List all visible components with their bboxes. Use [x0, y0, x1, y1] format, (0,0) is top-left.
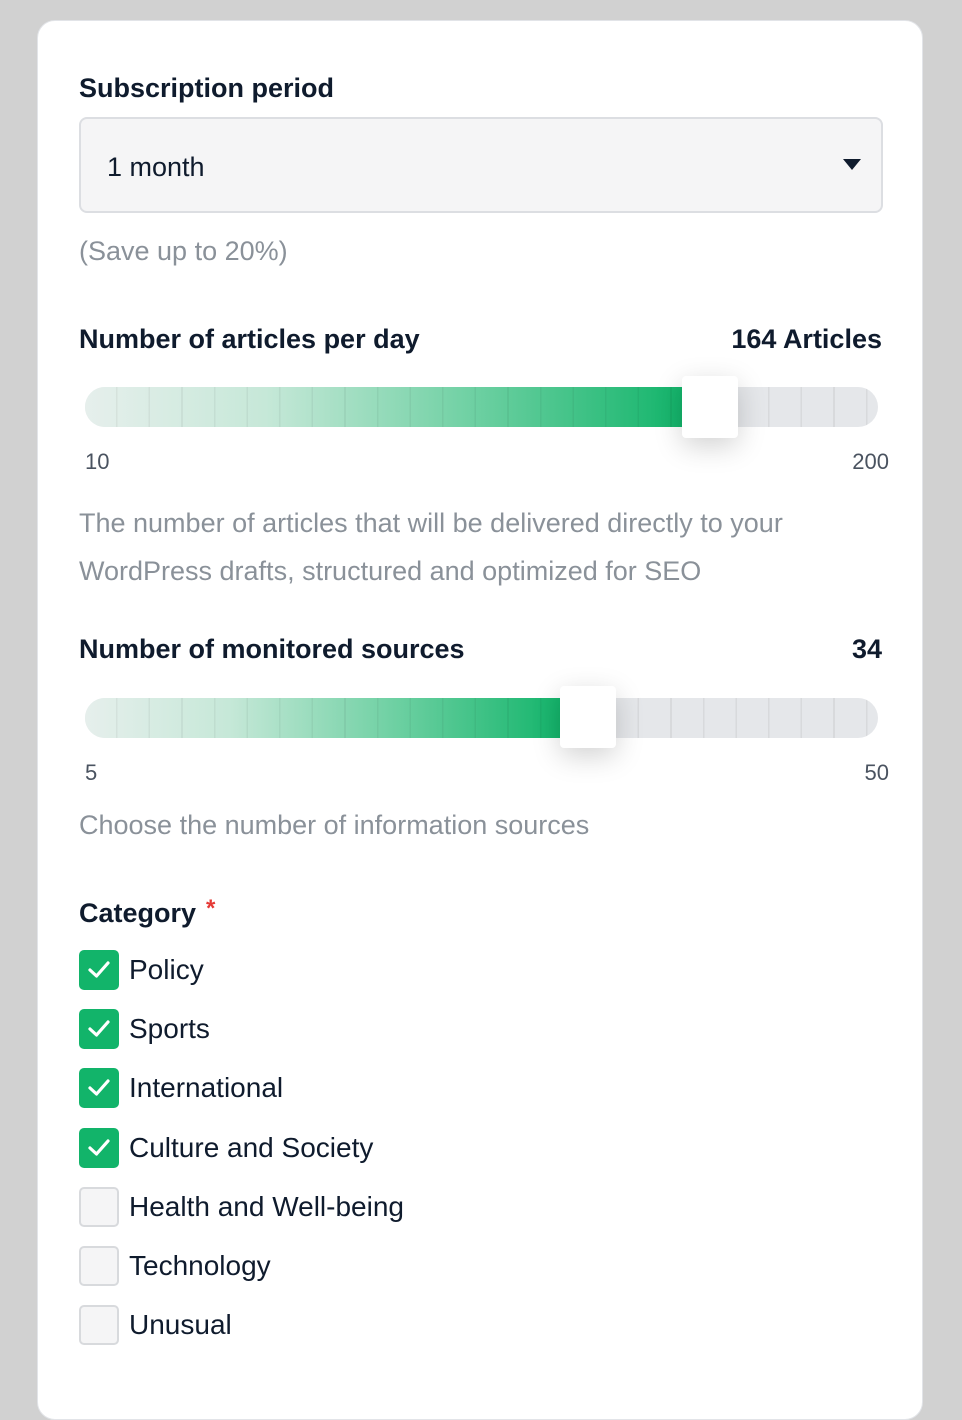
category-option-label: Unusual: [129, 1309, 232, 1341]
category-option-label: Technology: [129, 1250, 271, 1281]
sources-min-label: 5: [85, 760, 98, 785]
category-option-label: Policy: [129, 954, 204, 985]
checkbox[interactable]: [79, 1246, 119, 1286]
required-mark: *: [206, 895, 216, 922]
articles-per-day-label: Number of articles per day: [79, 324, 420, 354]
checkbox[interactable]: [79, 1127, 119, 1168]
articles-description-line-2: WordPress drafts, structured and optimiz…: [79, 556, 702, 586]
articles-slider-thumb[interactable]: [682, 376, 739, 438]
articles-min-label: 10: [85, 449, 110, 474]
check-icon: [88, 1079, 110, 1096]
subscription-period-select[interactable]: 1 month: [79, 117, 883, 213]
checkbox[interactable]: [79, 1068, 119, 1109]
sources-slider-thumb[interactable]: [559, 686, 616, 748]
sources-slider-track[interactable]: [85, 698, 878, 738]
articles-description: The number of articles that will be deli…: [79, 499, 783, 595]
category-option-label: International: [129, 1072, 284, 1104]
sources-max-label: 50: [864, 760, 889, 785]
check-icon: [88, 961, 110, 978]
articles-value: 164 Articles: [731, 324, 882, 354]
articles-max-label: 200: [852, 449, 889, 474]
category-label-text: Category: [79, 898, 197, 928]
monitored-sources-label: Number of monitored sources: [79, 634, 465, 664]
checkbox[interactable]: [79, 1009, 119, 1050]
articles-slider-fill: [85, 387, 687, 427]
sources-description: Choose the number of information sources: [79, 810, 590, 840]
caret-down-icon: [843, 159, 861, 170]
checkbox[interactable]: [79, 950, 119, 990]
articles-slider-track[interactable]: [85, 387, 878, 427]
sources-slider-fill: [85, 698, 564, 738]
save-note: (Save up to 20%): [79, 236, 288, 266]
articles-description-line-1: The number of articles that will be deli…: [79, 508, 783, 538]
checkbox[interactable]: [79, 1186, 119, 1227]
category-label: Category *: [79, 895, 216, 929]
checkbox[interactable]: [79, 1305, 119, 1346]
category-option-label: Health and Well-being: [129, 1190, 404, 1222]
subscription-period-value: 1 month: [107, 152, 205, 182]
check-icon: [88, 1138, 110, 1156]
check-icon: [88, 1020, 110, 1037]
category-option-label: Sports: [129, 1013, 210, 1045]
subscription-form-card: Subscription period 1 month (Save up to …: [37, 20, 923, 1420]
subscription-period-label: Subscription period: [79, 73, 335, 103]
category-option-label: Culture and Society: [129, 1131, 374, 1163]
sources-value: 34: [851, 634, 882, 664]
